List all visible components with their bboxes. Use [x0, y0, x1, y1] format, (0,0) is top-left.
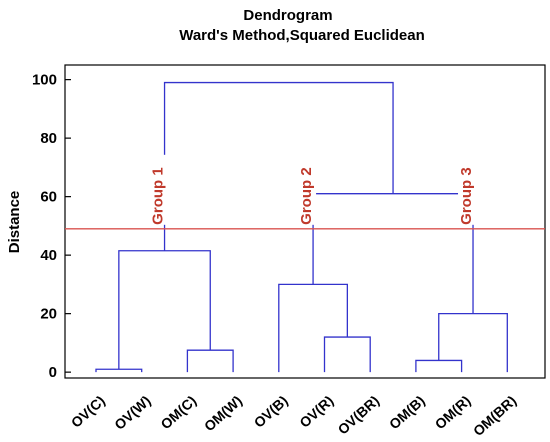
group-label-bg [149, 154, 168, 225]
x-leaf-label: OM(B) [386, 392, 428, 432]
dendrogram-link-5 [118, 250, 211, 370]
y-tick-label: 20 [40, 306, 57, 323]
y-axis-title: Distance [6, 191, 23, 254]
x-leaf-label: OV(BR) [335, 392, 383, 437]
dendrogram-link-3 [415, 359, 463, 373]
x-axis-leaf-labels: OV(C) OV(W) OM(C) OM(W) OV(B) OV(R)OV(BR) OM(B… [68, 392, 519, 439]
y-tick-label: 0 [49, 364, 57, 381]
dendrogram-link-8 [312, 193, 474, 314]
x-leaf-label: OM(BR) [470, 392, 519, 439]
dendrogram-link-1 [95, 368, 143, 373]
x-leaf-label: OV(R) [296, 392, 336, 430]
group-label-3: Group 3 [458, 167, 475, 225]
plot-frame [64, 64, 546, 379]
y-tick-label: 100 [32, 72, 57, 89]
group-labels: Group 1 Group 2 Group 3 [149, 154, 477, 225]
dendrogram-links [95, 81, 508, 373]
x-leaf-label: OM(W) [201, 392, 245, 434]
group-label-bg [458, 154, 477, 225]
y-tick-label: 40 [40, 247, 57, 264]
dendrogram-link-2 [186, 349, 234, 373]
group-label-bg [298, 154, 317, 225]
y-tick-label: 80 [40, 130, 57, 147]
group-label-2: Group 2 [298, 167, 315, 225]
chart-subtitle: Ward's Method,Squared Euclidean [179, 27, 425, 44]
dendrogram-link-7 [438, 312, 508, 373]
x-leaf-label: OV(C) [68, 392, 108, 430]
y-axis-ticks: 0 20 40 60 80 100 [32, 72, 71, 381]
dendrogram-link-9 [163, 81, 394, 251]
x-leaf-label: OM(C) [157, 392, 199, 432]
x-leaf-label: OV(B) [251, 392, 291, 430]
chart-title: Dendrogram [243, 7, 332, 24]
x-leaf-label: OM(R) [432, 392, 474, 432]
y-tick-label: 60 [40, 189, 57, 206]
dendrogram-link-6 [278, 283, 348, 373]
group-label-1: Group 1 [150, 167, 167, 225]
x-leaf-label: OV(W) [111, 392, 153, 433]
dendrogram-link-4 [323, 336, 371, 373]
